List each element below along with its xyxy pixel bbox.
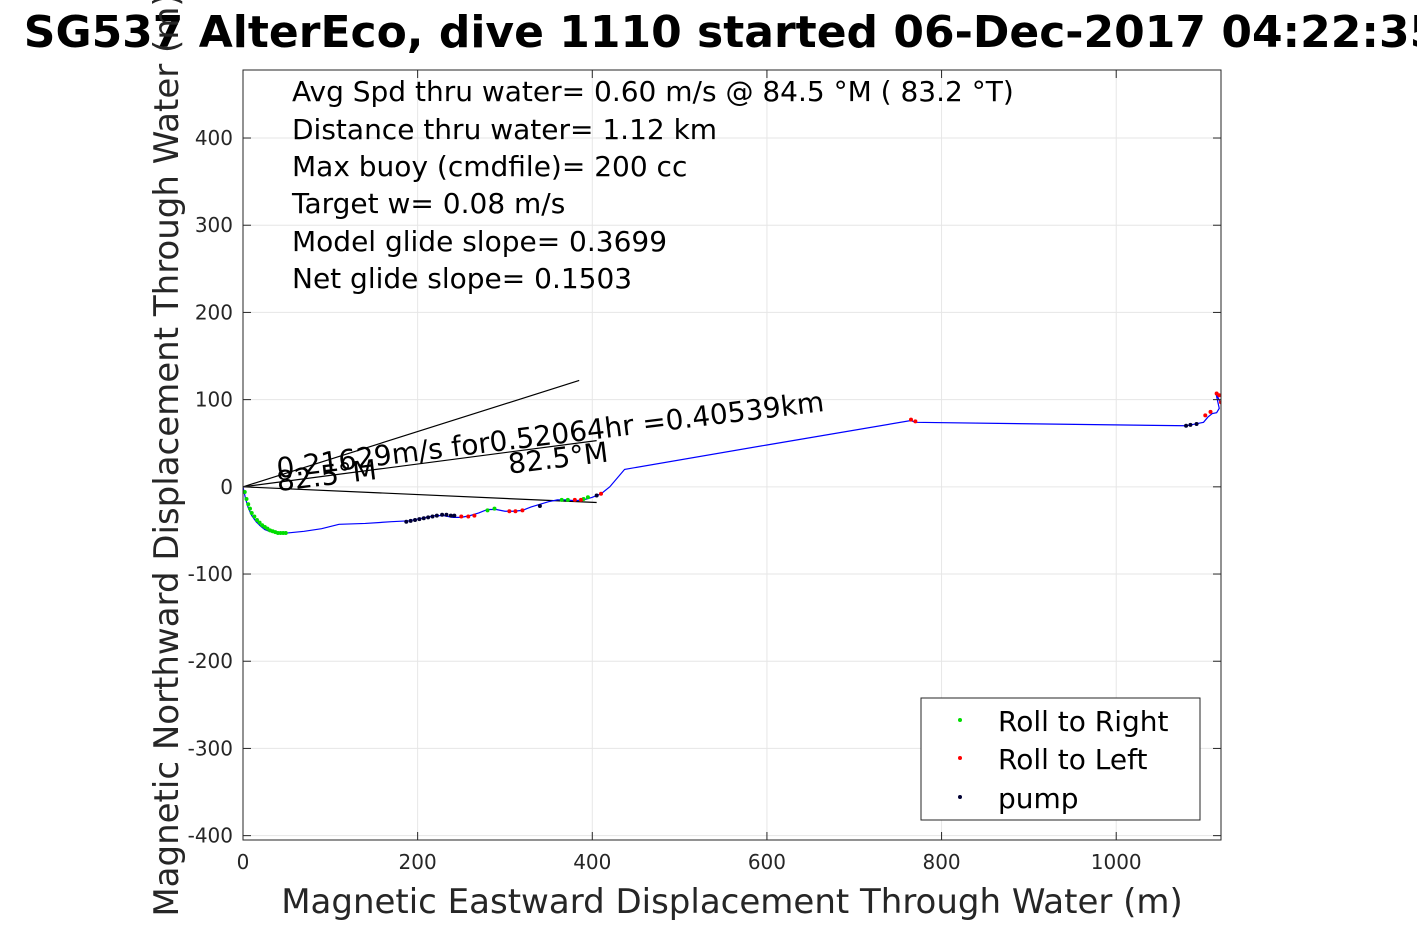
marker-roll-to-right — [254, 517, 259, 522]
y-tick-label: 100 — [195, 388, 233, 412]
marker-roll-to-left — [507, 509, 512, 514]
stat-line-5: Model glide slope= 0.3699 — [292, 225, 667, 258]
marker-roll-to-right — [249, 510, 254, 515]
legend: Roll to Right Roll to Left pump — [920, 697, 1201, 821]
marker-roll-to-right — [243, 490, 247, 495]
stat-line-3: Max buoy (cmdfile)= 200 cc — [292, 150, 687, 183]
legend-label-roll-left: Roll to Left — [998, 743, 1147, 776]
legend-marker-roll-left — [958, 756, 962, 760]
x-tick-label: 600 — [748, 850, 786, 874]
grid-lines — [242, 70, 1221, 840]
marker-roll-to-left — [520, 508, 525, 513]
marker-pump — [430, 514, 435, 519]
x-tick-label: 400 — [573, 850, 611, 874]
marker-layer — [243, 391, 1221, 536]
chart-title: SG537 AlterEco, dive 1110 started 06-Dec… — [24, 7, 1417, 58]
x-tick-label: 800 — [922, 850, 960, 874]
x-tick-label: 200 — [399, 850, 437, 874]
marker-roll-to-right — [244, 497, 249, 502]
marker-roll-to-left — [909, 417, 914, 422]
marker-roll-to-left — [1208, 409, 1213, 414]
marker-pump — [448, 513, 453, 518]
marker-roll-to-right — [485, 508, 490, 513]
y-tick-label: 200 — [195, 300, 233, 324]
marker-roll-to-right — [257, 520, 262, 525]
lower-bound-line — [243, 486, 597, 504]
marker-pump — [408, 518, 413, 523]
marker-pump — [413, 517, 418, 522]
legend-marker-pump — [958, 795, 962, 799]
marker-roll-to-left — [459, 514, 464, 519]
marker-pump — [537, 504, 542, 509]
y-tick-label: 300 — [195, 213, 233, 237]
x-tick-label: 1000 — [1091, 850, 1142, 874]
marker-roll-to-left — [1203, 413, 1208, 418]
marker-roll-to-right — [492, 506, 497, 511]
marker-roll-to-right — [559, 497, 564, 502]
marker-roll-to-left — [472, 513, 477, 518]
axes-frame — [242, 69, 1222, 841]
marker-roll-to-left — [599, 491, 604, 496]
y-tick-label: -200 — [188, 649, 233, 673]
reference-lines — [243, 379, 597, 504]
upper-bound-line — [243, 379, 580, 488]
marker-roll-to-left — [913, 419, 918, 424]
marker-roll-to-left — [572, 497, 577, 502]
y-tick-label: -400 — [188, 824, 233, 848]
stat-line-4: Target w= 0.08 m/s — [291, 187, 565, 220]
marker-pump — [452, 513, 457, 518]
marker-roll-to-right — [246, 502, 251, 507]
x-tick-label: 0 — [237, 850, 250, 874]
marker-pump — [594, 493, 599, 498]
axis-ticks: 0 200 400 600 800 1000 -400 -300 -200 -100 0 100 200… — [188, 70, 1221, 874]
y-tick-label: -100 — [188, 562, 233, 586]
marker-roll-to-right — [283, 531, 288, 536]
y-tick-label: 0 — [220, 475, 233, 499]
legend-marker-roll-right — [958, 718, 962, 722]
stat-line-2: Distance thru water= 1.12 km — [292, 113, 717, 146]
legend-label-pump: pump — [998, 782, 1079, 815]
marker-pump — [404, 519, 409, 524]
x-axis-label: Magnetic Eastward Displacement Through W… — [281, 882, 1183, 922]
marker-pump — [1184, 423, 1189, 428]
marker-roll-to-right — [252, 514, 257, 519]
marker-pump — [1188, 422, 1193, 427]
marker-roll-to-left — [513, 509, 518, 514]
marker-pump — [434, 513, 439, 518]
marker-pump — [440, 512, 445, 517]
stat-line-1: Avg Spd thru water= 0.60 m/s @ 84.5 °M (… — [292, 75, 1014, 108]
stat-line-6: Net glide slope= 0.1503 — [292, 262, 632, 295]
marker-pump — [421, 516, 426, 521]
stats-block: Avg Spd thru water= 0.60 m/s @ 84.5 °M (… — [291, 75, 1014, 295]
marker-pump — [417, 517, 422, 522]
y-axis-label: Magnetic Northward Displacement Through … — [147, 0, 187, 917]
marker-roll-to-right — [585, 495, 590, 500]
y-tick-label: 400 — [195, 126, 233, 150]
marker-pump — [426, 515, 431, 520]
marker-pump — [444, 512, 449, 517]
marker-roll-to-right — [247, 506, 252, 511]
marker-roll-to-left — [578, 497, 583, 502]
marker-roll-to-left — [1217, 393, 1221, 398]
y-tick-label: -300 — [188, 736, 233, 760]
legend-box — [920, 697, 1201, 821]
current-line — [243, 440, 597, 488]
marker-pump — [1194, 422, 1199, 427]
marker-roll-to-left — [466, 514, 471, 519]
legend-label-roll-right: Roll to Right — [998, 705, 1169, 738]
marker-roll-to-right — [565, 497, 570, 502]
